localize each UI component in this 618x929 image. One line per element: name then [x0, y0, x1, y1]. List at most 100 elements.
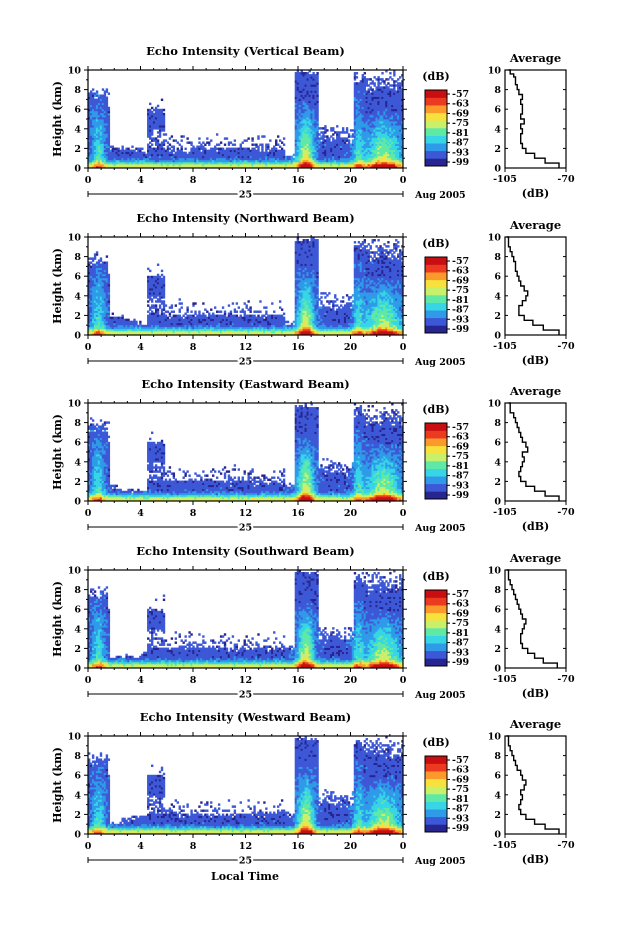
heatmap-cell — [267, 157, 270, 161]
heatmap-cell — [265, 306, 268, 309]
heatmap-cell — [88, 137, 91, 140]
heatmap-cell — [160, 155, 164, 159]
heatmap-cell — [294, 92, 298, 95]
heatmap-cell — [249, 306, 252, 309]
heatmap-cell — [172, 163, 176, 167]
heatmap-cell — [369, 110, 372, 114]
heatmap-cell — [103, 114, 107, 118]
heatmap-cell — [373, 141, 376, 144]
heatmap-cell — [89, 149, 93, 153]
heatmap-cell — [160, 114, 164, 118]
heatmap-cell — [300, 88, 303, 91]
heatmap-cell — [381, 165, 384, 169]
heatmap-cell — [300, 127, 303, 130]
heatmap-cell — [127, 153, 130, 157]
heatmap-cell — [196, 155, 199, 159]
heatmap-cell — [107, 110, 111, 114]
heatmap-cell — [367, 133, 370, 136]
heatmap-cell — [107, 157, 111, 161]
heatmap-cell — [343, 151, 347, 155]
heatmap-cell — [151, 121, 154, 124]
heatmap-cell — [296, 90, 300, 93]
heatmap-cell — [312, 161, 315, 165]
heatmap-cell — [255, 165, 258, 169]
heatmap-cell — [312, 92, 315, 95]
heatmap-cell — [249, 161, 252, 165]
heatmap-cell — [318, 149, 321, 153]
heatmap-cell — [154, 123, 158, 126]
heatmap-cell — [294, 147, 298, 151]
heatmap-cell — [298, 88, 302, 91]
heatmap-cell — [298, 100, 302, 104]
heatmap-cell — [280, 149, 284, 153]
heatmap-cell — [182, 153, 185, 157]
heatmap-cell — [103, 94, 107, 97]
heatmap-cell — [296, 149, 300, 153]
heatmap-cell — [129, 149, 132, 153]
heatmap-cell — [111, 157, 114, 161]
heatmap-cell — [298, 98, 302, 102]
heatmap-cell — [314, 137, 317, 140]
heatmap-cell — [251, 139, 254, 142]
heatmap-cell — [288, 157, 292, 161]
heatmap-cell — [139, 157, 142, 161]
heatmap-cell — [341, 149, 345, 153]
heatmap-cell — [375, 127, 378, 130]
heatmap-cell — [101, 139, 105, 142]
heatmap-cell — [367, 90, 370, 93]
heatmap-cell — [160, 269, 164, 273]
heatmap-cell — [91, 104, 95, 108]
heatmap-cell — [109, 157, 113, 161]
heatmap-cell — [383, 157, 386, 161]
heatmap-cell — [235, 157, 239, 161]
heatmap-cell — [294, 86, 298, 89]
heatmap-cell — [296, 78, 300, 81]
heatmap-cell — [310, 116, 313, 120]
heatmap-cell — [137, 163, 140, 167]
heatmap-cell — [233, 139, 237, 142]
heatmap-cell — [357, 163, 361, 167]
heatmap-cell — [223, 149, 227, 153]
heatmap-cell — [286, 163, 290, 167]
heatmap-cell — [121, 153, 124, 157]
heatmap-cell — [263, 135, 266, 138]
heatmap-cell — [304, 153, 307, 157]
heatmap-cell — [343, 155, 347, 159]
heatmap-cell — [261, 143, 264, 146]
heatmap-cell — [269, 163, 272, 167]
heatmap-cell — [174, 163, 177, 167]
heatmap-cell — [355, 121, 359, 124]
heatmap-cell — [361, 131, 365, 134]
heatmap-cell — [95, 153, 99, 157]
heatmap-cell — [101, 121, 105, 124]
date-label: Aug 2005 — [414, 190, 466, 201]
heatmap-cell — [304, 80, 307, 83]
heatmap-cell — [351, 153, 355, 157]
heatmap-cell — [298, 159, 302, 163]
heatmap-cell — [310, 102, 313, 106]
heatmap-cell — [353, 100, 357, 104]
heatmap-cell — [111, 165, 114, 169]
heatmap-cell — [288, 161, 292, 165]
heatmap-cell — [330, 147, 333, 151]
heatmap-cell — [271, 165, 274, 169]
heatmap-cell — [383, 112, 386, 116]
heatmap-cell — [95, 159, 99, 163]
heatmap-cell — [353, 96, 357, 99]
heatmap-cell — [105, 129, 109, 132]
heatmap-cell — [306, 129, 309, 132]
heatmap-cell — [176, 147, 179, 151]
heatmap-cell — [302, 116, 305, 120]
heatmap-cell — [324, 161, 327, 165]
heatmap-cell — [91, 161, 95, 165]
heatmap-cell — [89, 112, 93, 116]
heatmap-cell — [247, 159, 250, 163]
heatmap-cell — [253, 143, 256, 146]
heatmap-cell — [88, 121, 91, 124]
heatmap-cell — [361, 147, 365, 151]
heatmap-cell — [282, 165, 286, 169]
heatmap-cell — [345, 153, 349, 157]
heatmap-cell — [253, 159, 256, 163]
heatmap-cell — [261, 157, 264, 161]
heatmap-cell — [88, 108, 91, 112]
